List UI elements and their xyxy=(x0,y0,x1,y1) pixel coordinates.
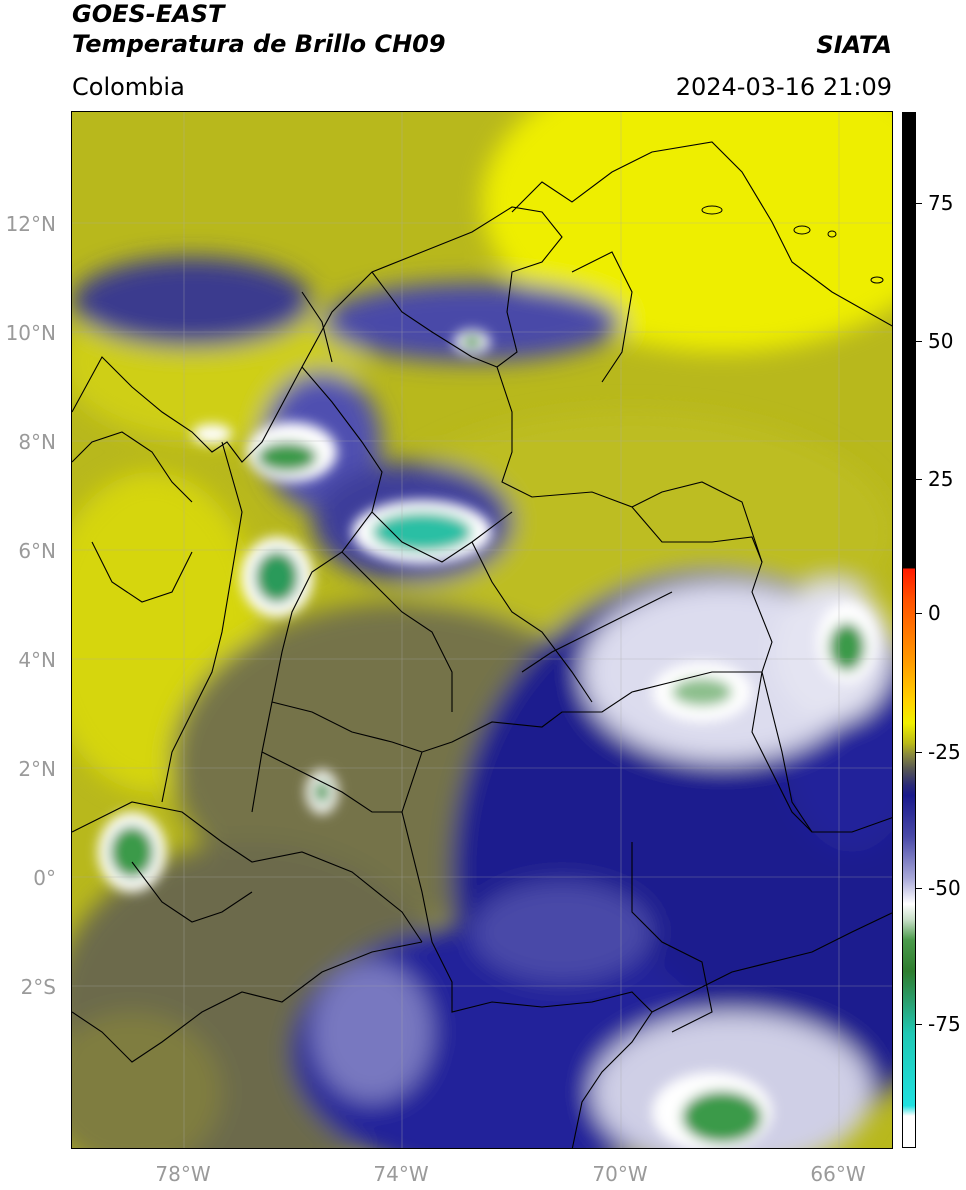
colorbar-label-minus25: -25 xyxy=(928,740,961,764)
satellite-title: GOES-EAST xyxy=(72,0,225,28)
map-canvas xyxy=(72,112,892,1148)
colorbar-tick-minus25 xyxy=(916,752,922,753)
colorbar-tick-75 xyxy=(916,203,922,204)
lat-label-2s: 2°S xyxy=(20,975,56,999)
colorbar-label-minus50: -50 xyxy=(928,876,961,900)
colorbar-tick-25 xyxy=(916,479,922,480)
lon-label-70w: 70°W xyxy=(592,1162,648,1186)
colorbar-tick-0 xyxy=(916,613,922,614)
colorbar-label-75: 75 xyxy=(928,191,954,215)
region-label: Colombia xyxy=(72,73,185,101)
colorbar-label-25: 25 xyxy=(928,467,954,491)
colorbar-tick-minus50 xyxy=(916,888,922,889)
lat-label-0: 0° xyxy=(33,866,56,890)
lon-label-78w: 78°W xyxy=(155,1162,211,1186)
lat-label-12n: 12°N xyxy=(5,212,56,236)
lat-label-8n: 8°N xyxy=(18,430,56,454)
graticule xyxy=(72,112,892,1148)
islands xyxy=(701,205,884,284)
lat-label-10n: 10°N xyxy=(5,321,56,345)
colorbar-label-50: 50 xyxy=(928,329,954,353)
colorbar-label-minus75: -75 xyxy=(928,1012,961,1036)
product-title: Temperatura de Brillo CH09 xyxy=(72,30,446,58)
satellite-map[interactable] xyxy=(71,111,893,1149)
colorbar xyxy=(902,112,916,1148)
colorbar-tick-minus75 xyxy=(916,1024,922,1025)
convective-cores xyxy=(98,330,877,1148)
temperature-field xyxy=(72,112,892,1148)
lon-label-66w: 66°W xyxy=(810,1162,866,1186)
agency-label: SIATA xyxy=(816,31,892,59)
lat-label-4n: 4°N xyxy=(18,648,56,672)
lon-label-74w: 74°W xyxy=(373,1162,429,1186)
country-borders xyxy=(72,141,892,1148)
timestamp-label: 2024-03-16 21:09 xyxy=(675,73,892,101)
lat-label-2n: 2°N xyxy=(18,757,56,781)
lat-label-6n: 6°N xyxy=(18,539,56,563)
colorbar-label-0: 0 xyxy=(928,601,941,625)
colorbar-tick-50 xyxy=(916,341,922,342)
